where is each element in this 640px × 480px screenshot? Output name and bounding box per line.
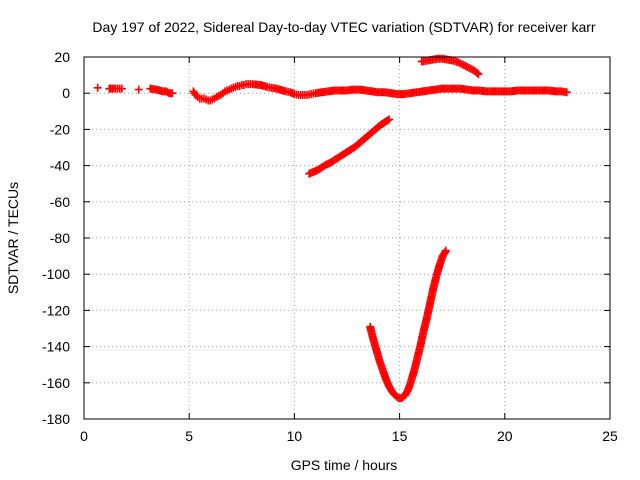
data-point <box>93 83 102 92</box>
x-axis-label: GPS time / hours <box>291 457 398 473</box>
x-tick-label: 25 <box>602 428 618 444</box>
data-series <box>366 246 450 403</box>
y-tick-labels: 20 0 -20 -40 -60 -80 -100 -120 -140 -160 -180 <box>42 49 70 427</box>
data-point <box>474 70 483 79</box>
x-tick-label: 0 <box>80 428 88 444</box>
x-tick-label: 10 <box>287 428 303 444</box>
y-tick-label: 20 <box>54 49 70 65</box>
data-point <box>441 246 450 255</box>
y-tick-label: -180 <box>42 411 70 427</box>
y-tick-label: -20 <box>50 121 70 137</box>
data-point <box>383 116 392 125</box>
data-point <box>168 89 177 98</box>
x-tick-label: 5 <box>185 428 193 444</box>
y-tick-label: -60 <box>50 194 70 210</box>
y-tick-label: -80 <box>50 230 70 246</box>
y-tick-label: -100 <box>42 266 70 282</box>
data-point <box>459 61 468 70</box>
data-layer <box>93 54 571 403</box>
data-series <box>305 115 394 178</box>
y-tick-label: -160 <box>42 375 70 391</box>
x-tick-labels: 0 5 10 15 20 25 <box>80 428 618 444</box>
y-tick-label: -120 <box>42 302 70 318</box>
data-point <box>385 115 394 124</box>
y-tick-label: 0 <box>62 85 70 101</box>
y-tick-label: -40 <box>50 158 70 174</box>
data-point <box>458 60 467 69</box>
data-point <box>473 68 482 77</box>
y-tick-label: -140 <box>42 339 70 355</box>
data-series <box>93 80 571 105</box>
data-series <box>417 54 483 79</box>
grid-layer <box>84 57 610 419</box>
data-point <box>562 88 571 97</box>
data-point <box>117 84 126 93</box>
data-point <box>456 59 465 68</box>
data-point <box>463 62 472 71</box>
plot-border <box>83 56 611 420</box>
chart-title: Day 197 of 2022, Sidereal Day-to-day VTE… <box>92 19 595 35</box>
data-point <box>461 62 470 71</box>
data-point <box>465 63 474 72</box>
x-tick-label: 20 <box>497 428 513 444</box>
data-point <box>454 58 463 67</box>
data-point <box>466 64 475 73</box>
x-tick-label: 15 <box>392 428 408 444</box>
data-point <box>134 85 143 94</box>
tick-layer <box>83 56 611 420</box>
y-axis-label: SDTVAR / TECUs <box>5 182 21 294</box>
